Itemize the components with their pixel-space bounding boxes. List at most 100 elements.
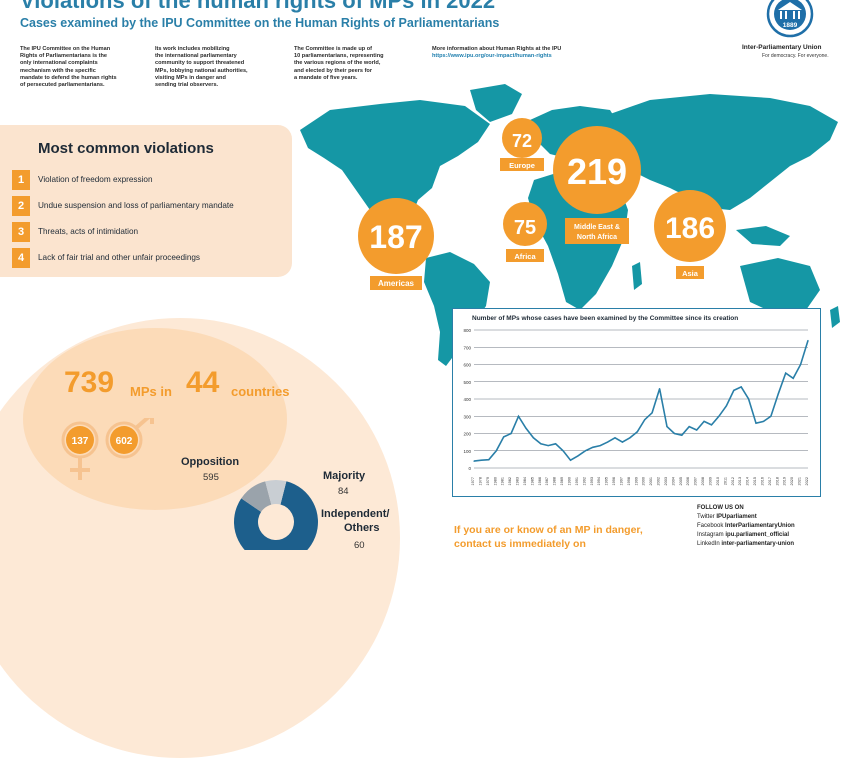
political-value: 595 [203,472,219,483]
chart-x-tick-label: 1977 [471,477,475,485]
intro-column-2: Its work includes mobilizing the interna… [155,46,248,89]
logo-year: 1889 [783,22,798,29]
political-value: 84 [338,486,349,497]
chart-x-tick-label: 1979 [486,477,490,485]
chart-point [799,363,802,366]
chart-point [740,386,742,388]
chart-point [614,437,616,439]
more-info-link[interactable]: https://www.ipu.org/our-impact/human-rig… [432,53,552,60]
chart-point [718,415,720,417]
region-bubble [502,118,542,158]
chart-x-ticks: 1977 1978 1979 1980 1981 1982 1983 1984 1985 1986… [471,477,809,485]
chart-x-tick-label: 2006 [686,477,690,485]
chart-y-tick-label: 500 [463,380,471,385]
chart-title: Number of MPs whose cases have been exam… [472,315,738,322]
follow-platform: LinkedIn [697,541,720,547]
chart-x-tick-label: 1985 [530,477,534,485]
chart-point [651,412,653,414]
chart-x-tick-label: 2009 [709,477,713,485]
chart-point [532,437,534,439]
follow-platform: Twitter [697,514,715,520]
chart-x-tick-label: 1980 [493,477,497,485]
follow-linkedin[interactable]: LinkedIn inter-parliamentary-union [697,541,794,547]
more-info-label: More information about Human Rights at t… [432,46,562,52]
chart-x-tick-label: 1978 [478,477,482,485]
chart-point [733,389,735,391]
line-chart: Number of MPs whose cases have been exam… [452,308,821,497]
chart-series-line [473,340,809,462]
chart-point [681,434,683,436]
chart-grid [474,329,808,469]
chart-point [636,431,638,433]
chart-point [577,455,579,457]
follow-twitter[interactable]: Twitter IPUparliament [697,514,757,520]
mp-countries: 44 [186,366,220,399]
chart-x-tick-label: 2022 [805,477,809,485]
gender-icons: 137 602 [61,418,154,480]
chart-x-tick-label: 1996 [612,477,616,485]
violation-label: Threats, acts of intimidation [38,227,139,236]
political-label-line-2: Others [344,522,380,534]
region-europe: 72 Europe [500,118,544,171]
violation-label: Undue suspension and loss of parliamenta… [38,201,234,210]
chart-x-tick-label: 2021 [798,477,802,485]
mp-countries-label: countries [231,384,290,399]
chart-x-tick-label: 2016 [760,477,764,485]
contact-line-2: contact us immediately on [454,538,586,550]
intro-column-1: The IPU Committee on the Human Rights of… [20,46,117,89]
mp-total-label: MPs in [130,384,172,399]
chart-point [621,441,624,443]
chart-x-tick-label: 2000 [642,477,646,485]
chart-point [480,459,483,461]
follow-facebook[interactable]: Facebook InterParliamentaryUnion [697,523,795,529]
chart-point [592,446,594,448]
chart-x-tick-label: 1992 [582,477,586,485]
chart-y-ticks: 0 100 200 300 400 500 600 700 800 [463,328,471,471]
donut-chart [234,480,318,550]
chart-point [569,459,572,461]
region-bubble [503,202,547,246]
region-value: 75 [514,217,536,239]
contact-line-1: If you are or know of an MP in danger, [454,524,643,536]
follow-handle: IPUparliament [716,514,757,520]
political-value: 60 [354,540,365,551]
violation-item: 4 Lack of fair trial and other unfair pr… [0,248,292,268]
chart-point [525,427,527,429]
chart-y-tick-label: 800 [463,328,471,333]
chart-x-tick-label: 2004 [671,477,675,485]
chart-x-tick-label: 2001 [649,477,653,485]
ipu-name: Inter-Parliamentary Union [742,44,822,51]
chart-x-tick-label: 2002 [657,477,661,485]
region-americas: 187 Americas [358,198,434,290]
page-subtitle: Cases examined by the IPU Committee on t… [20,16,500,30]
chart-point [488,459,490,461]
page-title: Violations of the human rights of MPs in… [20,0,496,13]
region-label: Americas [378,279,415,288]
chart-x-tick-label: 2019 [783,477,787,485]
chart-point [658,388,661,390]
chart-x-tick-label: 2012 [731,477,735,485]
region-bubble [553,126,641,214]
chart-point [762,420,765,423]
political-label: Opposition [181,456,240,468]
region-bubble [358,198,434,274]
female-count: 137 [72,436,89,447]
chart-point [562,450,564,452]
chart-x-tick-label: 1981 [501,477,505,485]
violation-item: 1 Violation of freedom expression [0,170,292,190]
chart-y-tick-label: 700 [463,345,471,350]
chart-point [503,436,505,438]
chart-x-tick-label: 2015 [753,477,757,485]
follow-instagram[interactable]: Instagram ipu.parliament_official [697,532,789,538]
chart-x-tick-label: 2007 [694,477,698,485]
chart-point [703,420,705,423]
chart-point [607,441,609,443]
donut-slice [265,480,287,505]
chart-point [473,460,475,462]
chart-point [688,426,690,428]
chart-frame [452,308,821,497]
violations-panel [0,125,292,277]
region-value: 72 [512,131,532,151]
female-icon: 137 [61,421,99,480]
chart-x-tick-label: 2018 [775,477,779,485]
